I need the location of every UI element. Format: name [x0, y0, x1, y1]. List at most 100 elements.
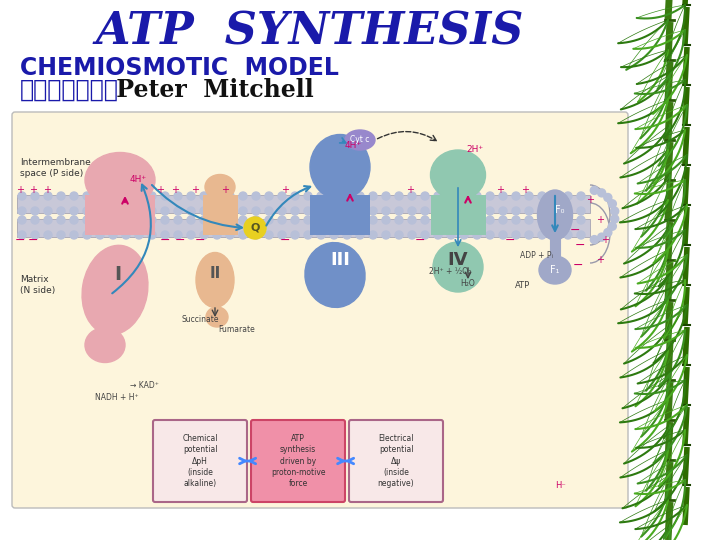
Circle shape: [174, 231, 182, 239]
Circle shape: [356, 207, 364, 215]
Text: ADP + Pᵢ: ADP + Pᵢ: [520, 251, 553, 260]
Circle shape: [200, 216, 208, 224]
Circle shape: [213, 216, 221, 224]
Circle shape: [343, 207, 351, 215]
Circle shape: [460, 216, 468, 224]
Circle shape: [57, 192, 65, 200]
Circle shape: [317, 192, 325, 200]
Circle shape: [57, 231, 65, 239]
Circle shape: [122, 207, 130, 215]
Text: Cyt c: Cyt c: [351, 136, 369, 145]
FancyBboxPatch shape: [431, 195, 486, 235]
Text: Q: Q: [251, 223, 260, 233]
Circle shape: [551, 207, 559, 215]
Circle shape: [135, 192, 143, 200]
Ellipse shape: [345, 130, 375, 150]
Text: I: I: [114, 266, 122, 285]
Circle shape: [434, 207, 442, 215]
Circle shape: [447, 231, 455, 239]
Circle shape: [239, 192, 247, 200]
Text: +: +: [496, 185, 504, 195]
Text: −: −: [415, 233, 426, 246]
Circle shape: [473, 207, 481, 215]
Circle shape: [291, 216, 299, 224]
Circle shape: [83, 207, 91, 215]
Circle shape: [486, 216, 494, 224]
Circle shape: [317, 216, 325, 224]
Circle shape: [317, 231, 325, 239]
Circle shape: [577, 231, 585, 239]
Circle shape: [31, 207, 39, 215]
Circle shape: [148, 207, 156, 215]
Text: −: −: [14, 233, 25, 246]
Circle shape: [174, 207, 182, 215]
Circle shape: [265, 216, 273, 224]
Text: เสนอโดย: เสนอโดย: [20, 78, 119, 102]
Circle shape: [598, 233, 606, 241]
Circle shape: [109, 207, 117, 215]
Ellipse shape: [85, 327, 125, 362]
Circle shape: [525, 216, 533, 224]
Text: +: +: [156, 185, 164, 195]
Circle shape: [564, 216, 572, 224]
Text: +: +: [601, 235, 609, 245]
Circle shape: [499, 216, 507, 224]
Circle shape: [226, 192, 234, 200]
Text: Intermembrane
space (P side): Intermembrane space (P side): [20, 158, 91, 178]
Text: 2H⁺: 2H⁺: [466, 145, 483, 154]
Text: +: +: [586, 195, 594, 205]
Circle shape: [187, 231, 195, 239]
Circle shape: [278, 192, 286, 200]
Circle shape: [590, 186, 598, 194]
FancyBboxPatch shape: [251, 420, 345, 502]
Circle shape: [148, 231, 156, 239]
Circle shape: [538, 231, 546, 239]
Circle shape: [161, 231, 169, 239]
Circle shape: [525, 192, 533, 200]
Circle shape: [291, 207, 299, 215]
Circle shape: [564, 207, 572, 215]
Text: Electrical
potential
Δψ
(inside
negative): Electrical potential Δψ (inside negative…: [378, 434, 414, 488]
Circle shape: [96, 192, 104, 200]
Circle shape: [135, 207, 143, 215]
Circle shape: [408, 192, 416, 200]
Text: Chemical
potential
ΔpH
(inside
alkaline): Chemical potential ΔpH (inside alkaline): [182, 434, 217, 488]
Ellipse shape: [196, 253, 234, 307]
Text: H⁻: H⁻: [554, 481, 565, 489]
Circle shape: [611, 207, 618, 215]
Circle shape: [408, 207, 416, 215]
Text: ATP: ATP: [515, 280, 530, 289]
Text: → KAD⁺: → KAD⁺: [130, 381, 159, 389]
FancyBboxPatch shape: [310, 195, 370, 235]
Circle shape: [96, 216, 104, 224]
Text: −: −: [175, 233, 185, 246]
Circle shape: [512, 231, 520, 239]
Circle shape: [330, 216, 338, 224]
Circle shape: [174, 192, 182, 200]
Circle shape: [382, 216, 390, 224]
Ellipse shape: [431, 150, 485, 200]
Circle shape: [18, 231, 26, 239]
Circle shape: [70, 231, 78, 239]
Circle shape: [330, 192, 338, 200]
Text: −: −: [160, 233, 170, 246]
Circle shape: [343, 216, 351, 224]
Text: F₀: F₀: [555, 205, 564, 215]
Circle shape: [421, 192, 429, 200]
Text: +: +: [596, 215, 604, 225]
FancyBboxPatch shape: [17, 195, 590, 213]
Circle shape: [590, 235, 598, 244]
Circle shape: [265, 231, 273, 239]
Circle shape: [244, 217, 266, 239]
Circle shape: [369, 216, 377, 224]
Circle shape: [57, 216, 65, 224]
Ellipse shape: [310, 134, 370, 199]
Circle shape: [278, 216, 286, 224]
Circle shape: [304, 231, 312, 239]
Ellipse shape: [538, 190, 572, 240]
Circle shape: [265, 192, 273, 200]
Circle shape: [226, 231, 234, 239]
Circle shape: [304, 192, 312, 200]
Circle shape: [31, 216, 39, 224]
Circle shape: [70, 207, 78, 215]
